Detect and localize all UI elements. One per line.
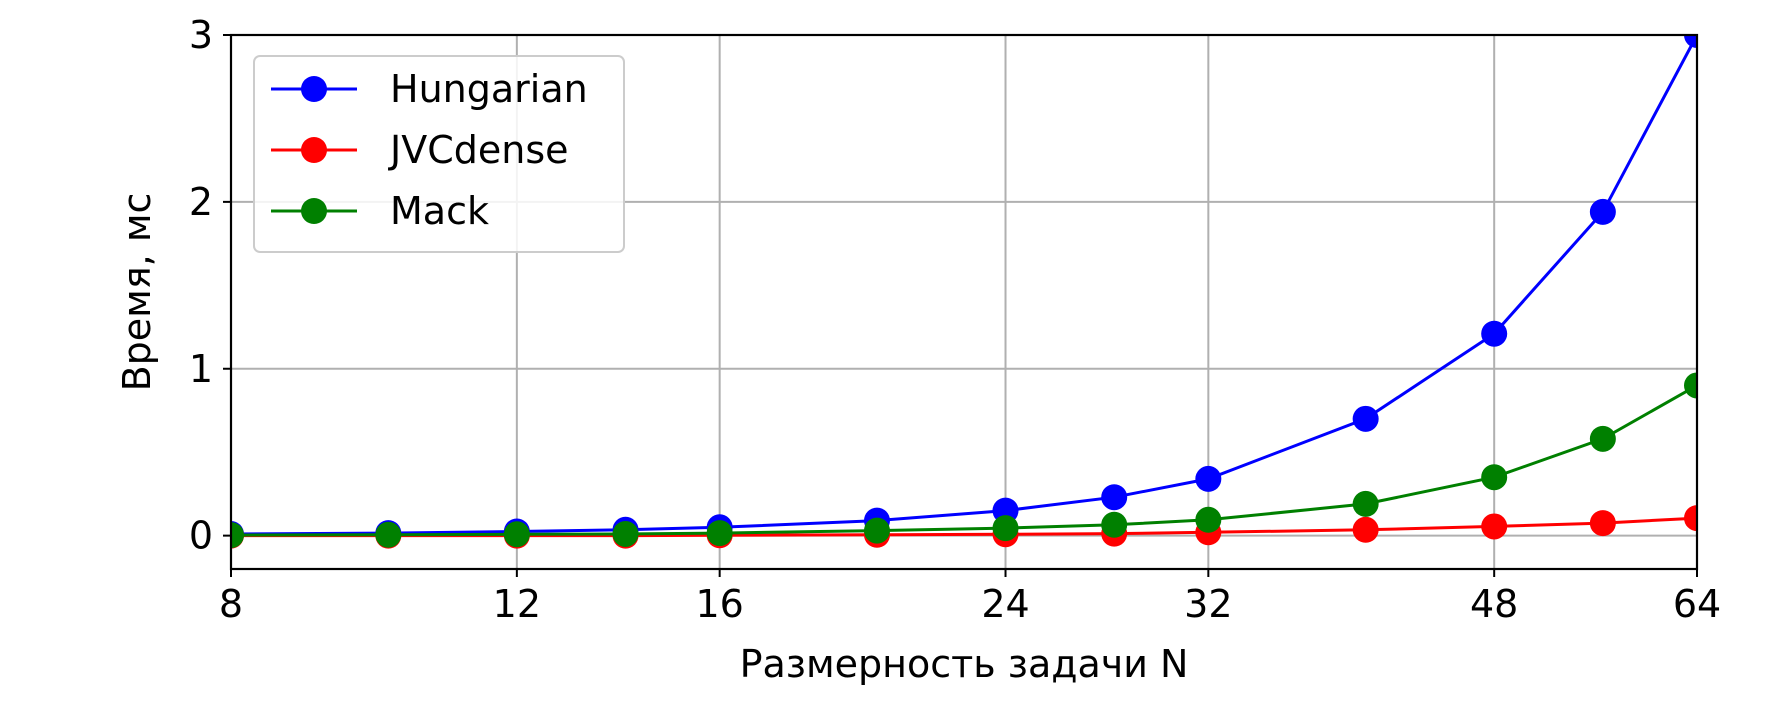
data-point xyxy=(1481,464,1508,491)
data-point xyxy=(863,517,890,544)
legend: Hungarian JVCdense Mack xyxy=(253,55,625,253)
x-tick-label: 16 xyxy=(695,582,743,626)
data-point xyxy=(1684,35,1697,48)
data-point xyxy=(231,522,244,549)
y-tick-label: 0 xyxy=(189,514,213,558)
y-axis-label: Время, мс xyxy=(115,193,159,392)
x-tick-label: 12 xyxy=(493,582,541,626)
data-point xyxy=(1589,510,1616,537)
data-point xyxy=(1101,511,1128,538)
data-point xyxy=(1481,513,1508,540)
data-point xyxy=(375,521,402,548)
legend-item: Hungarian xyxy=(271,67,588,111)
data-point xyxy=(1589,425,1616,452)
y-tick-label: 3 xyxy=(189,13,213,57)
data-point xyxy=(706,520,733,547)
x-tick-label: 32 xyxy=(1184,582,1232,626)
legend-marker xyxy=(301,198,327,224)
data-point xyxy=(1352,405,1379,432)
data-point xyxy=(1684,372,1697,399)
legend-marker xyxy=(301,137,327,163)
legend-label: Mack xyxy=(390,189,489,233)
series-mack xyxy=(231,372,1697,549)
x-tick-label: 8 xyxy=(219,582,243,626)
plot-frame xyxy=(229,33,1699,571)
data-point xyxy=(503,521,530,548)
legend-marker xyxy=(301,76,327,102)
data-point xyxy=(1352,516,1379,543)
data-point xyxy=(1195,506,1222,533)
x-tick-label: 24 xyxy=(981,582,1029,626)
x-axis-label: Размерность задачи N xyxy=(740,642,1189,686)
series-jvcdense xyxy=(231,505,1697,549)
data-point xyxy=(612,520,639,547)
data-point xyxy=(1481,320,1508,347)
data-point xyxy=(1195,465,1222,492)
data-point xyxy=(992,515,1019,542)
data-point xyxy=(1589,198,1616,225)
data-point xyxy=(1352,490,1379,517)
legend-item: Mack xyxy=(271,189,489,233)
y-tick-label: 2 xyxy=(189,180,213,224)
x-tick-label: 64 xyxy=(1673,582,1721,626)
data-point xyxy=(1684,505,1697,532)
legend-label: JVCdense xyxy=(388,128,569,172)
x-tick-label: 48 xyxy=(1470,582,1518,626)
series-group xyxy=(231,35,1697,549)
y-tick-label: 1 xyxy=(189,347,213,391)
legend-label: Hungarian xyxy=(390,67,588,111)
data-point xyxy=(1101,484,1128,511)
legend-item: JVCdense xyxy=(271,128,569,172)
legend-box xyxy=(253,55,625,253)
